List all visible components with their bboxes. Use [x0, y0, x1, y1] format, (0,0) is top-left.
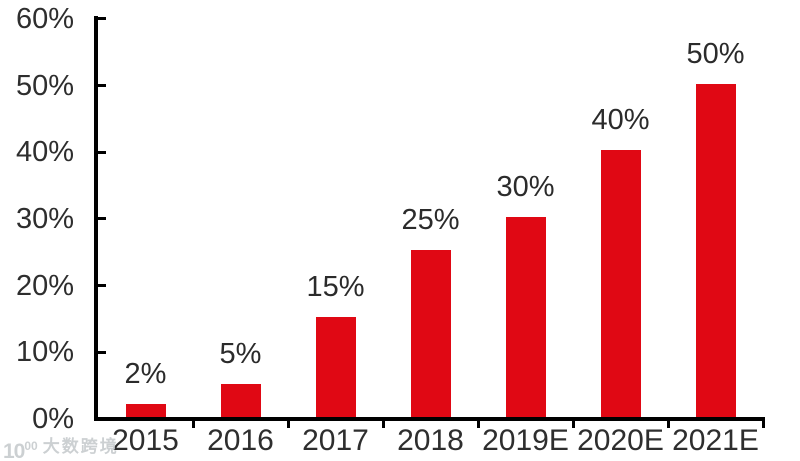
- x-axis-tick-mark: [761, 417, 765, 428]
- y-axis-tick-mark: [94, 217, 106, 221]
- y-axis-tick-mark: [94, 17, 106, 21]
- y-axis-tick-mark: [94, 150, 106, 154]
- x-axis-label-2017: 2017: [302, 424, 369, 457]
- bar-2017: [315, 316, 356, 417]
- x-axis-tick-mark: [571, 417, 575, 428]
- y-axis-tick-label: 10%: [15, 336, 74, 369]
- bar-value-label-2019E: 30%: [496, 170, 555, 203]
- x-axis-tick-mark: [666, 417, 670, 428]
- x-axis-tick-mark: [286, 417, 290, 428]
- bar-value-label-2020E: 40%: [591, 104, 650, 137]
- bar-value-label-2015: 2%: [124, 357, 167, 390]
- y-axis-tick-mark: [94, 284, 106, 288]
- y-axis-tick-label: 30%: [15, 202, 74, 235]
- x-axis-label-2019E: 2019E: [482, 424, 569, 457]
- x-axis-tick-mark: [191, 417, 195, 428]
- bar-2018: [410, 250, 451, 417]
- y-axis-tick-label: 60%: [15, 2, 74, 35]
- y-axis-tick-label: 50%: [15, 69, 74, 102]
- watermark-logo-sup: 00: [24, 439, 38, 453]
- bar-value-label-2021E: 50%: [686, 37, 745, 70]
- watermark: 1000 大数跨境: [3, 435, 119, 461]
- x-axis-line: [94, 417, 765, 421]
- x-axis-label-2021E: 2021E: [672, 424, 759, 457]
- x-axis-tick-mark: [476, 417, 480, 428]
- x-axis-tick-mark: [381, 417, 385, 428]
- x-axis-label-2018: 2018: [397, 424, 464, 457]
- bar-2021E: [695, 83, 736, 417]
- y-axis-tick-mark: [94, 350, 106, 354]
- bar-value-label-2017: 15%: [306, 270, 365, 303]
- x-axis-label-2016: 2016: [207, 424, 274, 457]
- watermark-logo-main: 10: [3, 440, 25, 461]
- x-axis-label-2020E: 2020E: [577, 424, 664, 457]
- bar-2019E: [505, 216, 546, 417]
- watermark-logo-icon: 1000: [3, 435, 38, 461]
- bar-2020E: [600, 150, 641, 417]
- x-axis-label-2015: 2015: [112, 424, 179, 457]
- bar-2015: [125, 403, 166, 417]
- y-axis-tick-label: 0%: [32, 403, 74, 435]
- y-axis-tick-label: 20%: [15, 269, 74, 302]
- y-axis-tick-mark: [94, 84, 106, 87]
- bar-value-label-2018: 25%: [401, 204, 460, 237]
- y-axis-tick-label: 40%: [15, 136, 74, 169]
- bar-2016: [220, 383, 261, 417]
- bar-value-label-2016: 5%: [219, 337, 262, 370]
- watermark-text: 大数跨境: [42, 437, 119, 456]
